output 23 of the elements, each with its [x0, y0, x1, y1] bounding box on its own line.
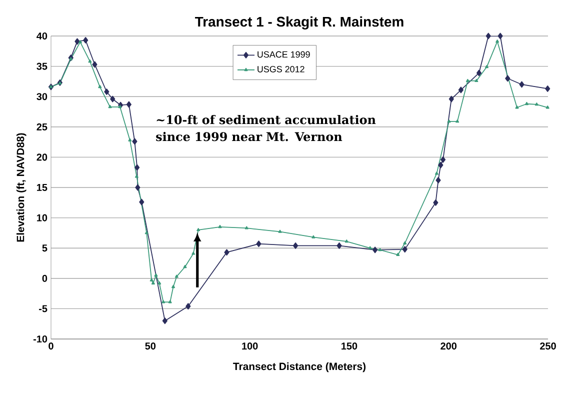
y-tick-label: 15 — [37, 184, 48, 191]
y-tick-label: 25 — [36, 123, 48, 130]
legend-label: USGS 2012 — [258, 66, 304, 72]
annotation: ~10-ft of sediment accumulation since 1999 near Mt. Vernon — [156, 114, 376, 142]
x-tick-label: 50 — [145, 342, 156, 350]
y-tick-label: 10 — [37, 214, 48, 222]
legend-label: USACE 1999 — [258, 51, 310, 58]
y-tick-label: -10 — [33, 335, 48, 343]
x-tick-label: 250 — [540, 342, 556, 350]
x-tick-label: 200 — [440, 342, 457, 350]
chart-title: Transect 1 - Skagit R. Mainstem — [195, 16, 404, 30]
x-tick-label: 100 — [242, 342, 258, 350]
x-axis-title: Transect Distance (Meters) — [233, 362, 366, 372]
y-tick-label: 0 — [42, 274, 48, 282]
x-tick-label: 0 — [48, 342, 54, 350]
y-tick-label: 35 — [36, 62, 48, 70]
y-tick-label: 20 — [36, 154, 48, 161]
x-tick-label: 150 — [342, 342, 358, 350]
y-axis-title: Elevation (ft, NAVD88) — [16, 133, 26, 242]
y-tick-label: 5 — [42, 244, 48, 252]
y-tick-label: -5 — [39, 305, 48, 312]
y-tick-label: 40 — [36, 32, 48, 40]
y-tick-label: 30 — [36, 93, 48, 100]
